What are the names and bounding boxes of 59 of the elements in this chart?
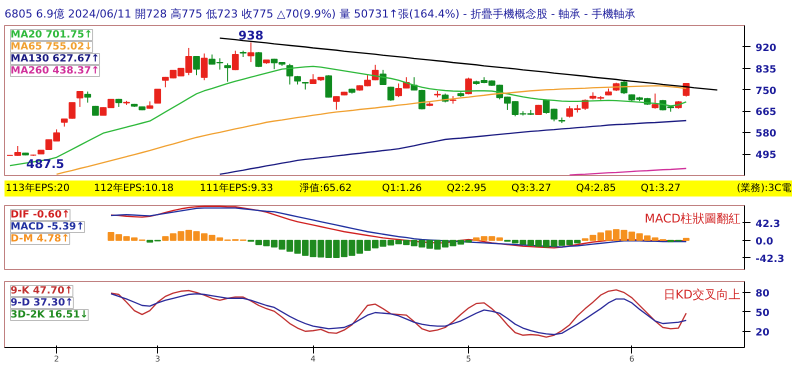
text: 9-K 47.70↑ [10,286,73,296]
annotation: 日KD交叉向上 [664,288,741,302]
text: (業務):3C電 [736,182,792,194]
text: DIF -0.60↑ [10,210,70,220]
text: Q1:1.26 [382,183,422,194]
y-tick-label: 20 [756,327,770,338]
candlestick [465,77,472,95]
y-tick-label: -42.3 [756,254,784,265]
chart-title: 6805 6.9億 2024/06/11 開728 高775 低723 收775 △70(9.9%) 量 50731↑張(164.4%) - 折疊手機概念股 - 軸承 - 手機軸承 [4,8,636,20]
text: MA130 627.67↑ [10,54,100,64]
x-tick-label: 2 [54,354,60,364]
annotation: 3D-2K 16.51↓ [10,310,88,320]
x-tick-label: 4 [310,354,316,364]
y-tick-label: 495 [756,150,776,162]
candlestick [76,90,84,108]
y-tick-label: 580 [756,128,776,140]
text: 111年EPS:9.33 [200,182,274,194]
line-series [9,66,687,166]
text: Q1:3.27 [640,183,681,194]
x-tick-label: 3 [155,354,160,364]
text: MA260 438.37↑ [10,66,100,76]
candlestick [332,96,340,110]
text: Q2:2.95 [446,183,487,194]
candlestick [247,42,254,63]
y-tick-label: 0.0 [756,236,774,248]
x-tick-label: 6 [629,354,634,364]
text: 113年EPS:20 [6,182,70,194]
annotation: 487.5 [26,156,64,171]
y-tick-label: 80 [756,288,770,300]
text: Q4:2.85 [576,183,616,194]
candlestick [200,52,208,81]
bar [682,238,690,241]
y-tick-label: 42.3 [756,218,780,230]
candlestick [652,93,659,110]
candlestick [224,62,232,82]
line-series [219,120,687,175]
annotation: MACD柱狀圖翻紅 [644,212,741,226]
annotation: 938 [238,28,264,42]
candlestick [154,88,162,104]
text: Q3:3.27 [511,183,552,194]
candlestick [387,86,394,102]
x-tick-label: 5 [466,354,472,364]
candlestick [193,56,200,76]
text: 9-D 37.30↑ [10,298,74,308]
y-tick-label: 835 [756,64,776,76]
candlestick [84,91,92,104]
text: MACD -5.39↑ [10,222,85,232]
line-series [568,168,687,176]
text: D-M 4.78↑ [10,234,70,244]
y-tick-label: 50 [756,308,770,319]
candlestick [232,50,239,71]
y-tick-label: 750 [756,86,776,97]
text: 淨值:65.62 [300,182,352,194]
text: MA20 701.75↑ [10,30,93,40]
text: 112年EPS:10.18 [94,182,174,194]
y-tick-label: 920 [756,42,776,54]
candlestick [325,74,332,98]
text: MA65 755.02↓ [10,42,93,52]
y-tick-label: 665 [756,107,776,118]
